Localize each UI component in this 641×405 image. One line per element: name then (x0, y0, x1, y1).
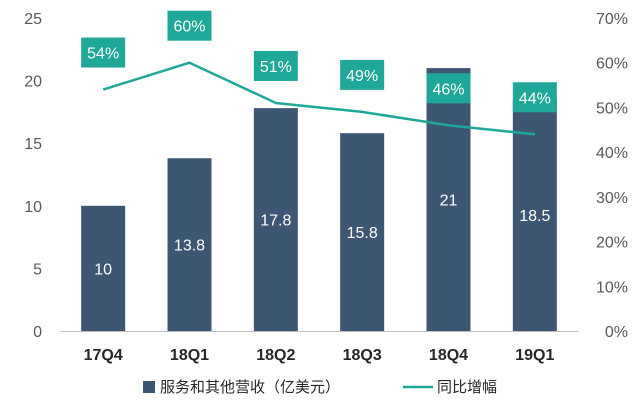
x-axis-ticks: 17Q4 18Q1 18Q2 18Q3 18Q4 19Q1 (84, 347, 555, 364)
growth-line (102, 61, 535, 136)
growth-label-box (340, 59, 385, 90)
legend: 服务和其他营收（亿美元） 同比增幅 (143, 378, 497, 396)
growth-label: 54% (87, 46, 119, 63)
growth-label: 49% (346, 68, 378, 85)
x-tick-label: 18Q2 (256, 347, 295, 364)
growth-label-box (512, 82, 557, 113)
bar-18Q2 (253, 108, 298, 331)
growth-label-box (167, 10, 212, 41)
x-tick-label: 18Q3 (343, 347, 382, 364)
x-tick-label: 19Q1 (515, 347, 554, 364)
left-axis-ticks: 0 5 10 15 20 25 (24, 11, 42, 341)
growth-label-box (253, 50, 298, 81)
bar-value-label: 13.8 (174, 238, 205, 255)
bar-18Q1 (167, 158, 212, 331)
right-tick-label: 70% (596, 11, 628, 28)
x-tick-label: 17Q4 (84, 347, 123, 364)
left-tick-label: 15 (24, 136, 42, 153)
bar-18Q4 (426, 68, 471, 331)
growth-line-path (102, 61, 535, 136)
left-tick-label: 20 (24, 74, 42, 91)
right-tick-label: 60% (596, 56, 628, 73)
bar-17Q4 (81, 205, 126, 331)
growth-label: 51% (260, 59, 292, 76)
growth-label: 60% (173, 19, 205, 36)
growth-label-box (81, 37, 126, 68)
right-tick-label: 0% (605, 324, 628, 341)
bar-value-label: 10 (94, 261, 112, 278)
bar-value-label: 15.8 (347, 225, 378, 242)
x-tick-label: 18Q1 (170, 347, 209, 364)
bar-18Q3 (340, 133, 385, 331)
right-axis-ticks: 0% 10% 20% 30% 40% 50% 60% 70% (596, 11, 628, 341)
left-tick-label: 5 (33, 261, 42, 278)
growth-labels: 54% 60% 51% 49% 46% 44% (81, 10, 557, 113)
legend-bar-swatch (143, 381, 155, 393)
right-tick-label: 50% (596, 100, 628, 117)
left-tick-label: 0 (33, 324, 42, 341)
bar-value-label: 18.5 (519, 208, 550, 225)
bars (81, 68, 557, 331)
right-tick-label: 10% (596, 279, 628, 296)
bar-19Q1 (512, 99, 557, 331)
growth-label-box (426, 73, 471, 104)
right-tick-label: 40% (596, 145, 628, 162)
left-tick-label: 10 (24, 199, 42, 216)
x-tick-label: 18Q4 (429, 347, 468, 364)
legend-bar-label: 服务和其他营收（亿美元） (160, 378, 340, 396)
bar-value-label: 17.8 (260, 213, 291, 230)
bar-labels: 10 13.8 17.8 15.8 21 18.5 (94, 193, 550, 279)
growth-label: 46% (432, 81, 464, 98)
right-tick-label: 20% (596, 235, 628, 252)
growth-label: 44% (519, 90, 551, 107)
left-tick-label: 25 (24, 11, 42, 28)
legend-line-label: 同比增幅 (437, 378, 497, 396)
right-tick-label: 30% (596, 190, 628, 207)
bar-value-label: 21 (440, 193, 458, 210)
